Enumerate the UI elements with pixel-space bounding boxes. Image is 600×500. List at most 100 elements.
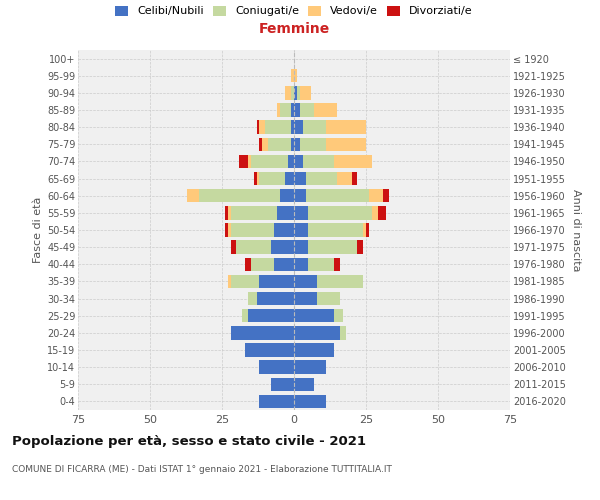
Bar xyxy=(294,240,308,254)
Bar xyxy=(228,206,230,220)
Y-axis label: Fasce di età: Fasce di età xyxy=(32,197,43,263)
Bar xyxy=(257,292,294,306)
Bar xyxy=(259,360,294,374)
Bar xyxy=(251,154,288,168)
Bar xyxy=(294,154,302,168)
Bar xyxy=(358,240,363,254)
Bar xyxy=(305,172,337,186)
Bar xyxy=(340,326,346,340)
Bar xyxy=(308,224,363,236)
Bar xyxy=(294,274,317,288)
Bar xyxy=(334,258,340,271)
Bar xyxy=(286,86,291,100)
Bar xyxy=(187,189,199,202)
Bar xyxy=(317,274,363,288)
Bar xyxy=(308,258,334,271)
Bar xyxy=(239,154,248,168)
Bar xyxy=(274,258,294,271)
Bar xyxy=(248,292,257,306)
Bar xyxy=(280,189,294,202)
Bar xyxy=(248,309,294,322)
Bar xyxy=(259,274,294,288)
Legend: Celibi/Nubili, Coniugati/e, Vedovi/e, Divorziati/e: Celibi/Nubili, Coniugati/e, Vedovi/e, Di… xyxy=(115,6,473,16)
Y-axis label: Anni di nascita: Anni di nascita xyxy=(571,188,581,271)
Bar xyxy=(334,154,372,168)
Bar xyxy=(236,240,271,254)
Bar xyxy=(294,394,326,408)
Bar xyxy=(271,378,294,391)
Bar xyxy=(288,154,294,168)
Bar xyxy=(230,206,277,220)
Bar xyxy=(326,120,366,134)
Bar xyxy=(294,360,326,374)
Bar xyxy=(302,120,326,134)
Bar xyxy=(277,104,280,117)
Bar xyxy=(363,224,366,236)
Bar xyxy=(337,172,352,186)
Bar xyxy=(294,86,297,100)
Bar xyxy=(366,224,369,236)
Bar xyxy=(291,86,294,100)
Bar xyxy=(383,189,389,202)
Bar xyxy=(326,138,366,151)
Bar xyxy=(300,138,326,151)
Bar xyxy=(248,154,251,168)
Bar xyxy=(274,224,294,236)
Bar xyxy=(230,240,236,254)
Bar xyxy=(257,172,259,186)
Bar xyxy=(302,154,334,168)
Bar xyxy=(230,224,274,236)
Bar xyxy=(294,206,308,220)
Bar xyxy=(286,172,294,186)
Bar xyxy=(225,224,228,236)
Bar xyxy=(308,206,372,220)
Text: Popolazione per età, sesso e stato civile - 2021: Popolazione per età, sesso e stato civil… xyxy=(12,435,366,448)
Bar xyxy=(300,86,311,100)
Bar xyxy=(228,274,230,288)
Bar xyxy=(297,86,300,100)
Bar xyxy=(294,326,340,340)
Bar xyxy=(230,274,259,288)
Bar xyxy=(369,189,383,202)
Bar xyxy=(291,69,294,82)
Bar xyxy=(294,258,308,271)
Bar xyxy=(334,309,343,322)
Bar xyxy=(305,189,369,202)
Bar xyxy=(294,344,334,356)
Bar xyxy=(294,138,300,151)
Bar xyxy=(277,206,294,220)
Bar xyxy=(280,104,291,117)
Bar xyxy=(259,138,262,151)
Bar xyxy=(291,138,294,151)
Bar xyxy=(294,378,314,391)
Text: Femmine: Femmine xyxy=(259,22,329,36)
Bar xyxy=(228,224,230,236)
Bar xyxy=(294,224,308,236)
Bar xyxy=(372,206,377,220)
Bar xyxy=(242,309,248,322)
Bar xyxy=(317,292,340,306)
Bar xyxy=(262,138,268,151)
Bar xyxy=(308,240,358,254)
Bar xyxy=(225,206,228,220)
Bar xyxy=(259,120,265,134)
Bar xyxy=(294,292,317,306)
Text: COMUNE DI FICARRA (ME) - Dati ISTAT 1° gennaio 2021 - Elaborazione TUTTITALIA.IT: COMUNE DI FICARRA (ME) - Dati ISTAT 1° g… xyxy=(12,465,392,474)
Bar xyxy=(245,344,294,356)
Bar xyxy=(230,326,294,340)
Bar xyxy=(294,309,334,322)
Bar xyxy=(259,172,286,186)
Bar xyxy=(352,172,358,186)
Bar xyxy=(254,172,257,186)
Bar xyxy=(294,189,305,202)
Bar xyxy=(294,172,305,186)
Bar xyxy=(245,258,251,271)
Bar xyxy=(271,240,294,254)
Bar xyxy=(291,120,294,134)
Bar xyxy=(259,394,294,408)
Bar xyxy=(265,120,291,134)
Bar xyxy=(314,104,337,117)
Bar xyxy=(294,104,300,117)
Bar xyxy=(294,69,297,82)
Bar xyxy=(268,138,291,151)
